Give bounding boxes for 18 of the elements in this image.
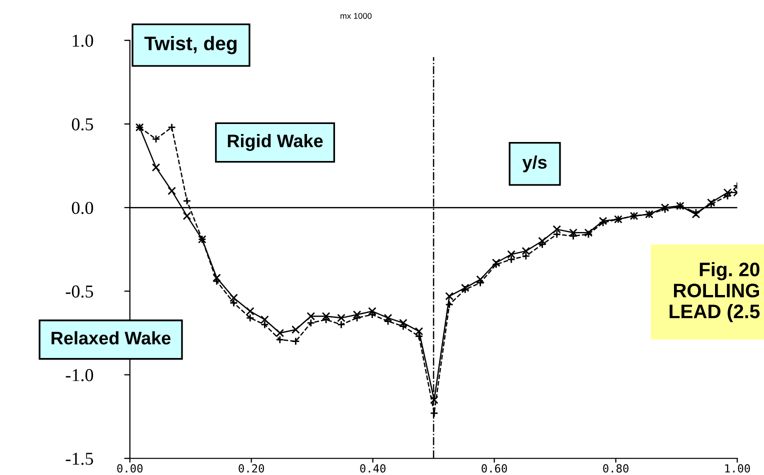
x-tick-label: 0.20 [238, 464, 264, 473]
x-axis-title: y/s [522, 155, 547, 172]
y-axis-title: Twist, deg [144, 36, 237, 54]
x-tick-label: 1.00 [725, 464, 750, 473]
y-tick-label: 0.0 [72, 202, 94, 214]
annotation: Rigid Wake [228, 134, 323, 151]
y-tick-label: -1.0 [66, 369, 94, 382]
x-tick-label: 0.00 [117, 464, 143, 473]
y-tick-label: 1.0 [72, 34, 94, 47]
x-tick-label: 0.60 [482, 464, 507, 473]
x-tick-label: 0.80 [603, 464, 628, 473]
annotation: Relaxed Wake [52, 331, 171, 344]
y-tick-label: -1.5 [66, 452, 94, 465]
text: mx 1000 [340, 12, 372, 19]
y-tick-label: 0.5 [72, 118, 94, 130]
y-tick-label: -0.5 [66, 285, 94, 298]
annotation: Fig. 20 ROLLING LEAD (2.5 [670, 262, 760, 322]
x-tick-label: 0.40 [360, 464, 386, 473]
